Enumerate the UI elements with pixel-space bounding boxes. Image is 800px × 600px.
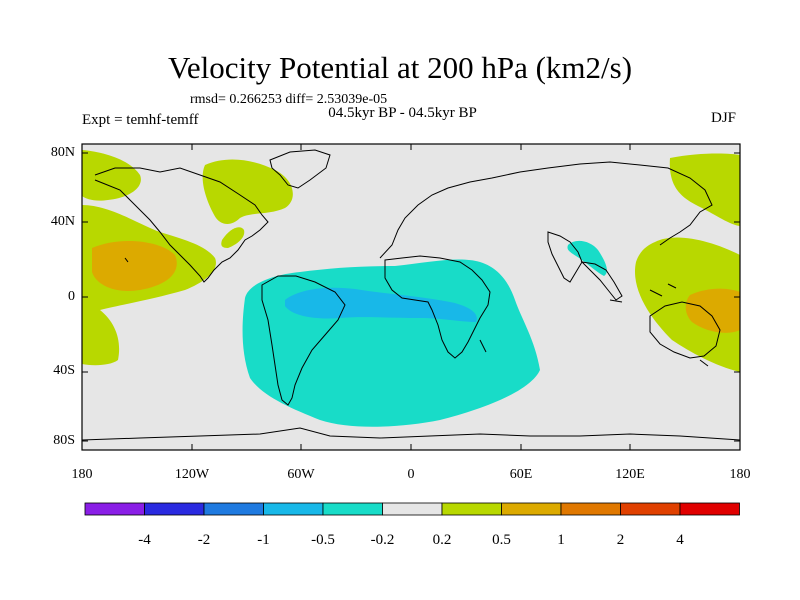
colorbar-label: -2 <box>197 532 211 548</box>
contour-positive-mid-east <box>685 288 740 333</box>
coast-antarctica <box>81 427 741 441</box>
coast-islands-pacific <box>124 257 709 367</box>
coast-greenland <box>269 149 331 189</box>
colorbar-box-8 <box>560 502 621 516</box>
colorbar <box>84 502 740 516</box>
colorbar-box-9 <box>620 502 681 516</box>
coast-europe <box>379 161 713 259</box>
contour-positive-weak-caribbean <box>221 227 245 248</box>
colorbar-label: -1 <box>257 532 270 548</box>
colorbar-label: 0.5 <box>492 532 511 548</box>
colorbar-label: 4 <box>676 532 684 548</box>
lon-label-120w: 120W <box>174 467 210 482</box>
colorbar-box-0 <box>84 502 145 516</box>
lat-ticks-left <box>82 152 88 442</box>
coast-southeast-asia <box>580 261 623 301</box>
map-title: Velocity Potential at 200 hPa (km2/s) <box>167 50 633 85</box>
lon-label-120e: 120E <box>615 467 645 482</box>
contour-positive-weak-arctic-left <box>82 150 141 201</box>
colorbar-label: 2 <box>616 532 625 548</box>
colorbar-label: -0.2 <box>370 532 395 548</box>
experiment-label: Expt = temhf-temff <box>82 112 199 128</box>
lon-label-0: 0 <box>407 467 415 482</box>
coast-india <box>547 231 583 283</box>
lat-label-0: 0 <box>68 289 75 304</box>
contour-negative-weak-indian <box>567 240 607 276</box>
lon-ticks-top <box>81 144 741 150</box>
coast-south-america <box>261 275 346 406</box>
contour-negative-mid-band <box>285 287 477 322</box>
lon-label-60e: 60E <box>509 467 533 482</box>
lat-ticks-right <box>734 152 740 442</box>
colorbar-label: 0.2 <box>432 532 452 548</box>
colorbar-box-4 <box>322 502 383 516</box>
colorbar-box-10 <box>679 502 740 516</box>
colorbar-label: -0.5 <box>311 532 335 548</box>
coastlines <box>81 149 741 441</box>
contour-fields <box>82 150 740 427</box>
contour-positive-mid-pacific <box>92 240 177 291</box>
colorbar-box-3 <box>263 502 324 516</box>
lat-label-80n: 80N <box>50 145 75 160</box>
colorbar-label: 1 <box>557 532 565 548</box>
period-label: 04.5kyr BP - 04.5kyr BP <box>328 105 477 121</box>
colorbar-box-1 <box>144 502 205 516</box>
lat-label-40s: 40S <box>53 363 75 378</box>
coast-africa <box>384 255 491 359</box>
lon-ticks-bottom <box>81 444 741 450</box>
lat-label-40n: 40N <box>50 214 75 229</box>
colorbar-box-5 <box>382 502 443 516</box>
lon-label-60w: 60W <box>287 467 315 482</box>
contour-negative-weak-atlantic <box>242 259 541 427</box>
stats-text: rmsd= 0.266253 diff= 2.53039e-05 <box>190 92 388 107</box>
contour-positive-weak-greenland <box>202 159 293 224</box>
colorbar-box-7 <box>501 502 562 516</box>
coast-north-america <box>94 167 269 283</box>
axis-ticks <box>81 144 741 450</box>
colorbar-box-2 <box>203 502 264 516</box>
season-label: DJF <box>711 110 737 126</box>
colorbar-label: -4 <box>138 532 151 548</box>
lon-label-180e: 180 <box>729 467 751 482</box>
coast-australia <box>649 301 721 359</box>
lon-label-180w: 180 <box>71 467 93 482</box>
lat-label-80s: 80S <box>53 433 75 448</box>
colorbar-box-6 <box>441 502 502 516</box>
